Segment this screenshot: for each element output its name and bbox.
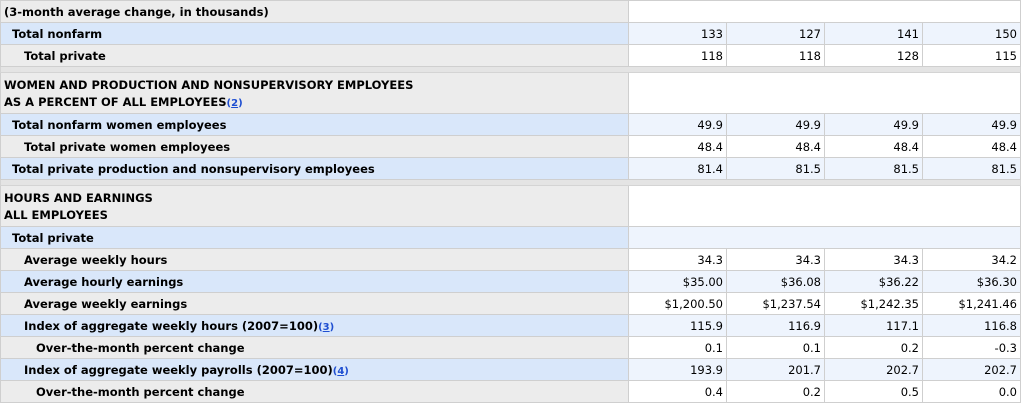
cell-value: $1,200.50 <box>628 292 727 315</box>
row-label: Index of aggregate weekly payrolls (2007… <box>0 358 629 381</box>
footnote-link[interactable]: 4 <box>337 365 345 377</box>
subheader-row: Total private <box>0 226 1021 249</box>
table-row: Index of aggregate weekly payrolls (2007… <box>0 358 1021 381</box>
cell-value: 0.0 <box>922 380 1021 403</box>
cell-value: 49.9 <box>922 113 1021 136</box>
cell-value: 49.9 <box>726 113 825 136</box>
caption-text: (3-month average change, in thousands) <box>0 0 629 23</box>
cell-value: 128 <box>824 44 923 67</box>
table-row: Over-the-month percent change 0.4 0.2 0.… <box>0 380 1021 403</box>
cell-value: 49.9 <box>824 113 923 136</box>
cell-value: $1,237.54 <box>726 292 825 315</box>
cell-value: 34.2 <box>922 248 1021 271</box>
cell-value: 0.2 <box>824 336 923 359</box>
row-label: Average weekly hours <box>0 248 629 271</box>
row-label: Total private <box>0 44 629 67</box>
cell-value: 34.3 <box>628 248 727 271</box>
cell-value: 117.1 <box>824 314 923 337</box>
section-title-line2: AS A PERCENT OF ALL EMPLOYEES <box>4 95 227 109</box>
section-title-line1: HOURS AND EARNINGS <box>4 191 153 205</box>
row-label: Average hourly earnings <box>0 270 629 293</box>
table-row: Total private 118 118 128 115 <box>0 44 1021 67</box>
cell-value: 48.4 <box>628 135 727 158</box>
section-header-hours: HOURS AND EARNINGS ALL EMPLOYEES <box>0 185 1021 227</box>
footnote-link[interactable]: 3 <box>322 321 330 333</box>
row-label: Total private production and nonsupervis… <box>0 157 629 180</box>
cell-value: 118 <box>726 44 825 67</box>
cell-value: 202.7 <box>824 358 923 381</box>
row-label: Total private women employees <box>0 135 629 158</box>
cell-value: 127 <box>726 22 825 45</box>
table-row: Average weekly earnings $1,200.50 $1,237… <box>0 292 1021 315</box>
cell-value: 81.5 <box>922 157 1021 180</box>
cell-value: 116.9 <box>726 314 825 337</box>
row-label: Total nonfarm women employees <box>0 113 629 136</box>
cell-value: 81.5 <box>726 157 825 180</box>
table-row: Total private women employees 48.4 48.4 … <box>0 135 1021 158</box>
cell-value: 133 <box>628 22 727 45</box>
cell-value: 48.4 <box>824 135 923 158</box>
cell-value: 48.4 <box>726 135 825 158</box>
cell-value: -0.3 <box>922 336 1021 359</box>
cell-value: $36.30 <box>922 270 1021 293</box>
cell-value: 116.8 <box>922 314 1021 337</box>
cell-value: 0.5 <box>824 380 923 403</box>
cell-value: 115 <box>922 44 1021 67</box>
row-label: Over-the-month percent change <box>0 380 629 403</box>
cell-value: 0.2 <box>726 380 825 403</box>
table-row: Total private production and nonsupervis… <box>0 157 1021 180</box>
cell-value: 141 <box>824 22 923 45</box>
cell-value: 202.7 <box>922 358 1021 381</box>
row-label: Over-the-month percent change <box>0 336 629 359</box>
table-row: Average weekly hours 34.3 34.3 34.3 34.2 <box>0 248 1021 271</box>
cell-value: $35.00 <box>628 270 727 293</box>
section-title: HOURS AND EARNINGS ALL EMPLOYEES <box>0 185 629 227</box>
cell-value: 118 <box>628 44 727 67</box>
cell-value: $1,242.35 <box>824 292 923 315</box>
table-row: Total nonfarm 133 127 141 150 <box>0 22 1021 45</box>
cell-value: 81.4 <box>628 157 727 180</box>
cell-value: 0.1 <box>726 336 825 359</box>
section-title: WOMEN AND PRODUCTION AND NONSUPERVISORY … <box>0 72 629 114</box>
table-row: Average hourly earnings $35.00 $36.08 $3… <box>0 270 1021 293</box>
cell-value: 48.4 <box>922 135 1021 158</box>
cell-value: 115.9 <box>628 314 727 337</box>
cell-value: 34.3 <box>726 248 825 271</box>
table-row: Total nonfarm women employees 49.9 49.9 … <box>0 113 1021 136</box>
cell-value: 201.7 <box>726 358 825 381</box>
caption-row: (3-month average change, in thousands) <box>0 0 1021 23</box>
cell-value: 49.9 <box>628 113 727 136</box>
section-title-line1: WOMEN AND PRODUCTION AND NONSUPERVISORY … <box>4 78 414 92</box>
subheader-label: Total private <box>0 226 629 249</box>
row-label: Average weekly earnings <box>0 292 629 315</box>
footnote-link[interactable]: 2 <box>231 98 239 109</box>
cell-value: 150 <box>922 22 1021 45</box>
table-row: Index of aggregate weekly hours (2007=10… <box>0 314 1021 337</box>
section-title-line2: ALL EMPLOYEES <box>4 208 108 222</box>
cell-value: $36.22 <box>824 270 923 293</box>
cell-value: 193.9 <box>628 358 727 381</box>
cell-value: 0.1 <box>628 336 727 359</box>
cell-value: $1,241.46 <box>922 292 1021 315</box>
table-row: Over-the-month percent change 0.1 0.1 0.… <box>0 336 1021 359</box>
cell-value: 34.3 <box>824 248 923 271</box>
section-header-women: WOMEN AND PRODUCTION AND NONSUPERVISORY … <box>0 72 1021 114</box>
cell-value: 81.5 <box>824 157 923 180</box>
row-label: Index of aggregate weekly hours (2007=10… <box>0 314 629 337</box>
cell-value: $36.08 <box>726 270 825 293</box>
employment-situation-table: (3-month average change, in thousands) T… <box>0 0 1021 403</box>
cell-value: 0.4 <box>628 380 727 403</box>
row-label: Total nonfarm <box>0 22 629 45</box>
